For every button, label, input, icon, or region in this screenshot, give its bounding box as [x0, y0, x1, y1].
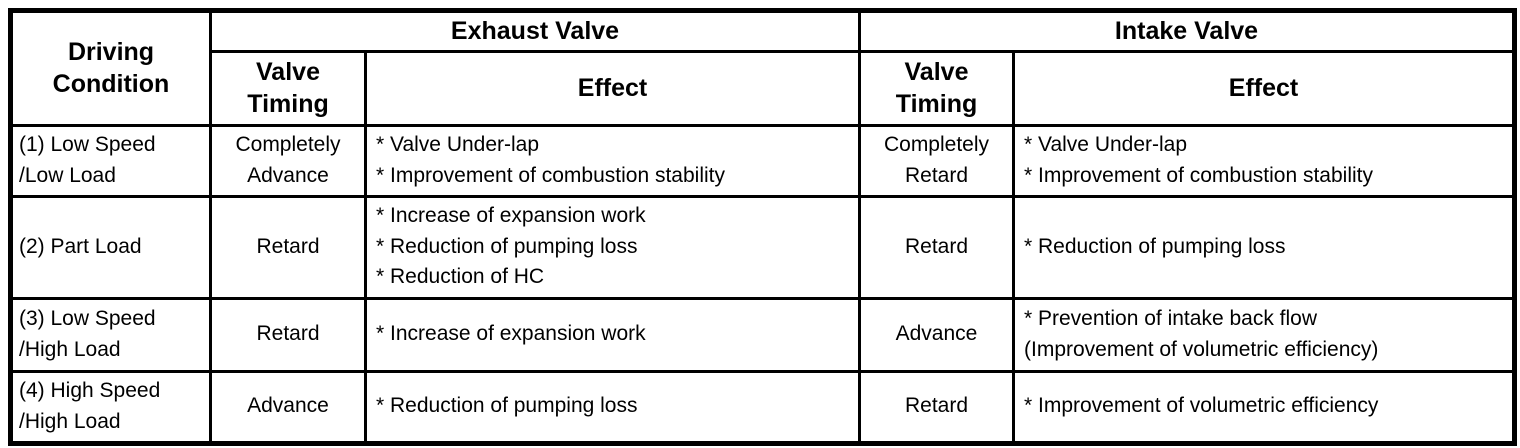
header-driving-condition: Driving Condition — [9, 9, 212, 127]
intake-effect-cell: * Valve Under-lap * Improvement of combu… — [1012, 123, 1516, 198]
valve-timing-table: Driving Condition Exhaust Valve Intake V… — [8, 8, 1517, 446]
intake-valve-timing-cell: Retard — [858, 369, 1015, 445]
header-intake-effect: Effect — [1012, 49, 1516, 127]
intake-valve-timing-cell: Retard — [858, 194, 1015, 300]
intake-valve-timing-cell: Advance — [858, 296, 1015, 373]
exhaust-valve-timing-cell: Retard — [209, 296, 367, 373]
exhaust-valve-timing-cell: Completely Advance — [209, 123, 367, 198]
header-intake-valve-timing: Valve Timing — [858, 49, 1015, 127]
table-row-low-speed-high-load: (3) Low Speed /High Load Retard * Increa… — [9, 296, 1516, 373]
intake-valve-timing-cell: Completely Retard — [858, 123, 1015, 198]
exhaust-effect-cell: * Increase of expansion work * Reduction… — [364, 194, 861, 300]
driving-condition-cell: (3) Low Speed /High Load — [9, 296, 212, 373]
table-row-part-load: (2) Part Load Retard * Increase of expan… — [9, 194, 1516, 300]
intake-effect-cell: * Prevention of intake back flow (Improv… — [1012, 296, 1516, 373]
exhaust-valve-timing-cell: Retard — [209, 194, 367, 300]
table-row-low-speed-low-load: (1) Low Speed /Low Load Completely Advan… — [9, 123, 1516, 198]
driving-condition-cell: (2) Part Load — [9, 194, 212, 300]
exhaust-valve-timing-cell: Advance — [209, 369, 367, 445]
header-exhaust-valve: Exhaust Valve — [209, 9, 861, 53]
driving-condition-cell: (4) High Speed /High Load — [9, 369, 212, 445]
header-exhaust-valve-timing: Valve Timing — [209, 49, 367, 127]
header-intake-valve: Intake Valve — [858, 9, 1516, 53]
exhaust-effect-cell: * Increase of expansion work — [364, 296, 861, 373]
header-exhaust-effect: Effect — [364, 49, 861, 127]
exhaust-effect-cell: * Valve Under-lap * Improvement of combu… — [364, 123, 861, 198]
driving-condition-cell: (1) Low Speed /Low Load — [9, 123, 212, 198]
intake-effect-cell: * Reduction of pumping loss — [1012, 194, 1516, 300]
table-row-high-speed-high-load: (4) High Speed /High Load Advance * Redu… — [9, 369, 1516, 445]
exhaust-effect-cell: * Reduction of pumping loss — [364, 369, 861, 445]
intake-effect-cell: * Improvement of volumetric efficiency — [1012, 369, 1516, 445]
